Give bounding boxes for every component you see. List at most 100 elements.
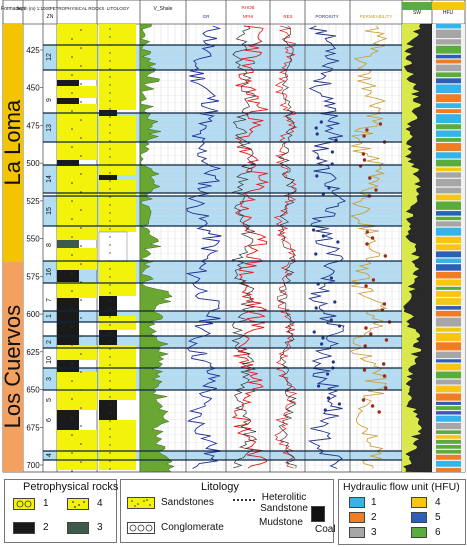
lithology-dot bbox=[109, 364, 111, 366]
petro-interval bbox=[57, 24, 97, 80]
lithology-dot bbox=[109, 268, 111, 270]
petro-dot bbox=[80, 425, 82, 427]
zone-number-label: 3 bbox=[46, 377, 53, 381]
depth-tick-label: 600 bbox=[26, 310, 40, 319]
hfu-4-label: 4 bbox=[435, 497, 441, 508]
lithology-dot bbox=[109, 372, 111, 374]
petro-dot bbox=[71, 236, 73, 238]
hfu-bar bbox=[436, 385, 461, 393]
hfu-2-swatch bbox=[349, 512, 365, 523]
curve-header-5: PERMEABILITY bbox=[360, 14, 393, 19]
curve-header-2: RHOB bbox=[241, 5, 254, 10]
curve-header-4: POROSITY bbox=[315, 14, 338, 19]
lithology-dot bbox=[109, 156, 111, 158]
nphi-curve bbox=[231, 25, 270, 469]
porosity-core-point bbox=[319, 120, 323, 124]
porosity-core-point bbox=[337, 324, 342, 328]
hfu-bar bbox=[436, 59, 461, 64]
zone-number-label: 9 bbox=[46, 98, 53, 102]
hfu-bar bbox=[436, 24, 461, 29]
petro-dot bbox=[80, 263, 82, 265]
porosity-core-point bbox=[329, 276, 333, 280]
curve-header-3: RES bbox=[283, 14, 292, 19]
petro-dot bbox=[71, 218, 73, 220]
formation-column: La Loma Los Cuervos bbox=[0, 24, 25, 472]
petro-dot bbox=[71, 326, 73, 328]
lithology-dot bbox=[109, 60, 111, 62]
porosity-core-point bbox=[321, 336, 325, 340]
petro-rock-2-swatch bbox=[13, 522, 35, 534]
porosity-core-point bbox=[316, 156, 320, 160]
depth-tick-label: 650 bbox=[26, 386, 40, 395]
zone-number-label: 10 bbox=[46, 356, 53, 364]
permeability-core-point bbox=[384, 338, 389, 342]
lithology-dot bbox=[109, 76, 111, 78]
petro-dot bbox=[71, 470, 73, 472]
depth-tick-label: 450 bbox=[26, 84, 40, 93]
lithology-interval bbox=[99, 345, 136, 400]
petro-dot bbox=[80, 353, 82, 355]
formation-los-cuervos-label: Los Cuervos bbox=[0, 305, 25, 429]
hfu-bar bbox=[436, 227, 461, 236]
petro-interval bbox=[57, 282, 97, 298]
depth-tick-label: 575 bbox=[26, 272, 40, 281]
hfu-bar bbox=[436, 211, 461, 216]
lithology-interval bbox=[98, 231, 128, 263]
petro-dot bbox=[80, 47, 82, 49]
petro-dot bbox=[80, 155, 82, 157]
hfu-bar bbox=[436, 279, 461, 286]
hfu-legend-box: Hydraulic flow unit (HFU) 1 2 3 4 5 6 bbox=[338, 479, 466, 545]
zone-number-label: 4 bbox=[46, 453, 53, 457]
petro-dot bbox=[71, 434, 73, 436]
hfu-track bbox=[432, 24, 465, 472]
petro-rock-3-label: 3 bbox=[97, 522, 103, 533]
log-curves bbox=[139, 23, 392, 473]
petro-dot bbox=[71, 308, 73, 310]
zone-boundary-lines bbox=[43, 44, 402, 461]
porosity-core-point bbox=[337, 402, 341, 406]
hfu-bar bbox=[436, 406, 461, 410]
hfu-header: HFU bbox=[443, 10, 454, 16]
petro-interval bbox=[57, 80, 79, 86]
hfu-bar bbox=[436, 264, 461, 271]
hfu-legend-title: Hydraulic flow unit (HFU) bbox=[343, 481, 460, 493]
lithology-dot bbox=[109, 100, 111, 102]
depth-tick-label: 550 bbox=[26, 235, 40, 244]
petro-header: PETROPHYSICAL ROCKS bbox=[50, 6, 105, 11]
hfu-bar bbox=[436, 172, 461, 178]
hfu-bar bbox=[436, 415, 461, 422]
sandstone-label: Sandstones bbox=[161, 497, 214, 508]
hfu-4-swatch bbox=[411, 497, 427, 508]
hfu-bar bbox=[436, 39, 461, 45]
hfu-bar bbox=[436, 363, 461, 371]
lithology-interval bbox=[99, 24, 136, 110]
lithology-dot bbox=[109, 84, 111, 86]
lithology-legend-title: Litology bbox=[201, 481, 239, 493]
sandstone-swatch bbox=[127, 497, 155, 509]
petro-interval bbox=[57, 270, 79, 282]
petro-interval bbox=[57, 86, 97, 98]
petro-dot bbox=[80, 119, 82, 121]
vshale-area bbox=[139, 23, 175, 473]
lithology-interval bbox=[99, 420, 136, 470]
hfu-bar bbox=[436, 143, 461, 152]
hfu-bar bbox=[436, 94, 461, 103]
hfu-bar bbox=[436, 286, 461, 290]
hfu-bar bbox=[436, 167, 461, 172]
hfu-bar bbox=[436, 130, 461, 137]
petro-dot bbox=[71, 362, 73, 364]
lithology-interval bbox=[99, 400, 117, 420]
lithology-dot bbox=[109, 108, 111, 110]
hfu-bar bbox=[436, 178, 461, 187]
permeability-core-point bbox=[369, 332, 373, 336]
petro-interval bbox=[57, 298, 79, 315]
permeability-core-point bbox=[362, 368, 367, 372]
lithology-dot bbox=[109, 428, 111, 430]
hfu-bar bbox=[436, 84, 461, 94]
petro-rock-3-swatch bbox=[67, 522, 89, 534]
lithology-dot bbox=[109, 188, 111, 190]
lithology-dot bbox=[109, 308, 111, 310]
hfu-bar bbox=[436, 460, 461, 467]
